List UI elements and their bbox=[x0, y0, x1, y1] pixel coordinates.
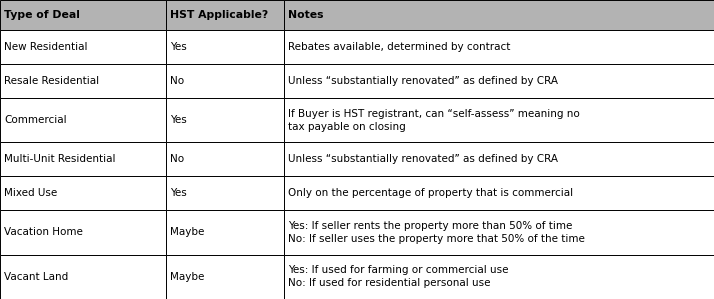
Bar bbox=[284, 0, 714, 30]
Bar bbox=[166, 30, 284, 64]
Bar bbox=[284, 98, 714, 142]
Bar bbox=[284, 176, 714, 210]
Bar bbox=[0, 0, 166, 30]
Bar bbox=[166, 0, 284, 30]
Bar bbox=[0, 30, 166, 64]
Text: Unless “substantially renovated” as defined by CRA: Unless “substantially renovated” as defi… bbox=[288, 154, 558, 164]
Bar bbox=[166, 142, 284, 176]
Text: Resale Residential: Resale Residential bbox=[4, 76, 99, 86]
Text: Vacant Land: Vacant Land bbox=[4, 272, 69, 282]
Text: Yes: Yes bbox=[170, 188, 186, 198]
Text: Yes: Yes bbox=[170, 115, 186, 125]
Text: Yes: Yes bbox=[170, 42, 186, 52]
Text: Yes: If used for farming or commercial use
No: If used for residential personal : Yes: If used for farming or commercial u… bbox=[288, 266, 509, 288]
Text: Unless “substantially renovated” as defined by CRA: Unless “substantially renovated” as defi… bbox=[288, 76, 558, 86]
Bar bbox=[284, 142, 714, 176]
Bar bbox=[166, 98, 284, 142]
Text: No: No bbox=[170, 154, 184, 164]
Text: Notes: Notes bbox=[288, 10, 324, 20]
Bar bbox=[284, 30, 714, 64]
Text: Mixed Use: Mixed Use bbox=[4, 188, 58, 198]
Text: Vacation Home: Vacation Home bbox=[4, 228, 83, 237]
Text: Type of Deal: Type of Deal bbox=[4, 10, 80, 20]
Bar bbox=[166, 210, 284, 255]
Text: New Residential: New Residential bbox=[4, 42, 88, 52]
Text: No: No bbox=[170, 76, 184, 86]
Bar bbox=[0, 64, 166, 98]
Text: Maybe: Maybe bbox=[170, 228, 204, 237]
Bar bbox=[0, 142, 166, 176]
Text: Multi-Unit Residential: Multi-Unit Residential bbox=[4, 154, 116, 164]
Text: Maybe: Maybe bbox=[170, 272, 204, 282]
Text: Rebates available, determined by contract: Rebates available, determined by contrac… bbox=[288, 42, 511, 52]
Text: Yes: If seller rents the property more than 50% of time
No: If seller uses the p: Yes: If seller rents the property more t… bbox=[288, 221, 585, 244]
Bar bbox=[166, 64, 284, 98]
Bar bbox=[0, 176, 166, 210]
Text: Only on the percentage of property that is commercial: Only on the percentage of property that … bbox=[288, 188, 573, 198]
Text: If Buyer is HST registrant, can “self-assess” meaning no
tax payable on closing: If Buyer is HST registrant, can “self-as… bbox=[288, 109, 580, 132]
Bar bbox=[0, 98, 166, 142]
Bar bbox=[166, 255, 284, 299]
Bar bbox=[0, 255, 166, 299]
Bar bbox=[0, 210, 166, 255]
Bar bbox=[284, 255, 714, 299]
Bar bbox=[284, 210, 714, 255]
Bar bbox=[166, 176, 284, 210]
Text: HST Applicable?: HST Applicable? bbox=[170, 10, 268, 20]
Bar bbox=[284, 64, 714, 98]
Text: Commercial: Commercial bbox=[4, 115, 67, 125]
